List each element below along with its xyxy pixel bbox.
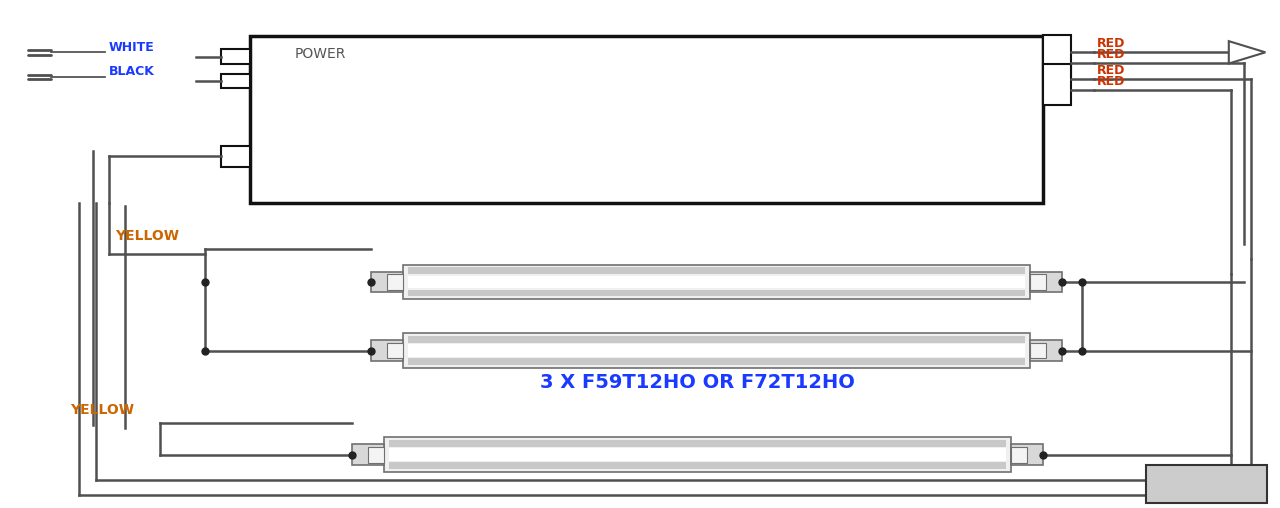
Bar (369, 447, 384, 463)
Text: POWER: POWER (294, 47, 346, 61)
Bar (408, 344, 1025, 357)
Bar (1030, 342, 1047, 359)
Bar (403, 333, 1030, 368)
Bar (389, 462, 1006, 469)
Bar (389, 440, 1006, 447)
Bar (1146, 465, 1267, 503)
Text: RED: RED (1097, 64, 1125, 77)
Text: BLACK: BLACK (109, 66, 155, 78)
Bar (408, 276, 1025, 288)
Text: 3 X F59T12HO OR F72T12HO: 3 X F59T12HO OR F72T12HO (540, 372, 855, 392)
Bar (1030, 274, 1047, 290)
Text: RED: RED (1097, 48, 1125, 60)
Bar (1030, 272, 1062, 292)
Bar (403, 265, 1030, 299)
Bar (1011, 444, 1043, 465)
Bar (250, 36, 1043, 203)
Text: WHITE: WHITE (109, 41, 155, 54)
Text: YELLOW: YELLOW (115, 229, 179, 243)
Bar (1043, 64, 1071, 105)
Text: YELLOW: YELLOW (70, 402, 134, 417)
Bar (1030, 340, 1062, 361)
Bar (221, 74, 250, 88)
Bar (408, 358, 1025, 365)
Polygon shape (1229, 41, 1266, 64)
Bar (371, 272, 403, 292)
Bar (384, 437, 1011, 472)
Bar (352, 444, 384, 465)
Bar (408, 267, 1025, 274)
Bar (221, 49, 250, 64)
Bar (221, 146, 250, 167)
Text: RED: RED (1097, 75, 1125, 87)
Bar (388, 342, 403, 359)
Bar (408, 336, 1025, 343)
Bar (389, 449, 1006, 461)
Bar (1011, 447, 1028, 463)
Text: RED: RED (1097, 37, 1125, 50)
Bar (1043, 35, 1071, 80)
Bar (388, 274, 403, 290)
Bar (371, 340, 403, 361)
Bar (408, 290, 1025, 297)
